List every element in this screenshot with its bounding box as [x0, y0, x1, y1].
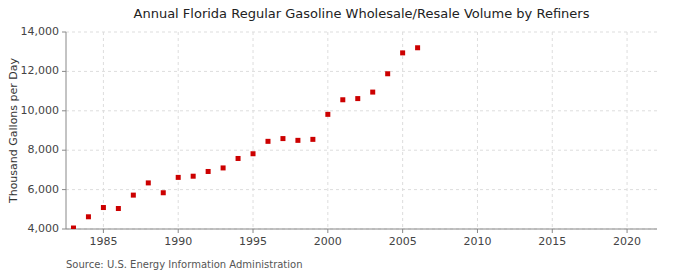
grid-line — [253, 32, 254, 229]
grid-line — [627, 32, 628, 229]
grid-line — [327, 32, 328, 229]
tick — [327, 229, 328, 233]
tick — [103, 229, 104, 233]
point — [295, 138, 300, 143]
point — [325, 112, 330, 117]
grid-line — [66, 110, 657, 111]
tick-label: 1985 — [89, 235, 117, 248]
tick — [178, 229, 179, 233]
tick-label: 1995 — [239, 235, 267, 248]
grid-line — [477, 32, 478, 229]
grid-line — [178, 32, 179, 229]
tick-label: 6,000 — [28, 183, 60, 196]
point — [176, 175, 181, 180]
point — [355, 96, 360, 101]
tick — [627, 229, 628, 233]
y-axis-line — [66, 32, 67, 229]
point — [236, 156, 241, 161]
point — [101, 205, 106, 210]
point — [71, 226, 76, 229]
tick — [62, 32, 66, 33]
point — [385, 71, 390, 76]
tick — [477, 229, 478, 233]
point — [415, 45, 420, 50]
point — [221, 165, 226, 170]
tick — [62, 189, 66, 190]
point — [206, 169, 211, 174]
point — [116, 206, 121, 211]
tick — [552, 229, 553, 233]
grid — [66, 32, 657, 229]
point — [146, 180, 151, 185]
grid-line — [66, 189, 657, 190]
title: Annual Florida Regular Gasoline Wholesal… — [134, 6, 590, 21]
grid-line — [66, 32, 657, 33]
point — [400, 50, 405, 55]
tick — [62, 71, 66, 72]
x-axis-line — [66, 229, 657, 230]
tick-label: 10,000 — [21, 104, 60, 117]
grid-line — [66, 229, 657, 230]
tick-label: 2000 — [314, 235, 342, 248]
tick-label: 2005 — [389, 235, 417, 248]
point — [86, 214, 91, 219]
tick — [253, 229, 254, 233]
chart: 4,000 6,000 8,000 10,000 12,000 14,000 1985 199… — [0, 0, 675, 275]
point — [131, 193, 136, 198]
point — [191, 174, 196, 179]
point — [265, 139, 270, 144]
tick-label: 8,000 — [28, 143, 60, 156]
tick-label: 2015 — [538, 235, 566, 248]
tick-label: 4,000 — [28, 222, 60, 235]
point — [280, 136, 285, 141]
tick-label: 12,000 — [21, 64, 60, 77]
grid-line — [66, 71, 657, 72]
tick-label: 14,000 — [21, 25, 60, 38]
tick — [62, 150, 66, 151]
grid-line — [103, 32, 104, 229]
tick-label: 1990 — [164, 235, 192, 248]
point — [251, 151, 256, 156]
tick-label: 2010 — [463, 235, 491, 248]
tick — [62, 229, 66, 230]
grid-line — [66, 150, 657, 151]
source: Source: U.S. Energy Information Administ… — [66, 259, 303, 270]
axes: 4,000 6,000 8,000 10,000 12,000 14,000 1985 199… — [21, 25, 658, 248]
tick-label: 2020 — [613, 235, 641, 248]
point — [310, 137, 315, 142]
point — [340, 97, 345, 102]
point — [161, 190, 166, 195]
points — [71, 45, 420, 229]
grid-line — [552, 32, 553, 229]
tick — [402, 229, 403, 233]
grid-line — [402, 32, 403, 229]
tick — [62, 110, 66, 111]
point — [370, 90, 375, 95]
y-axis-label: Thousand Gallons per Day — [7, 57, 20, 204]
